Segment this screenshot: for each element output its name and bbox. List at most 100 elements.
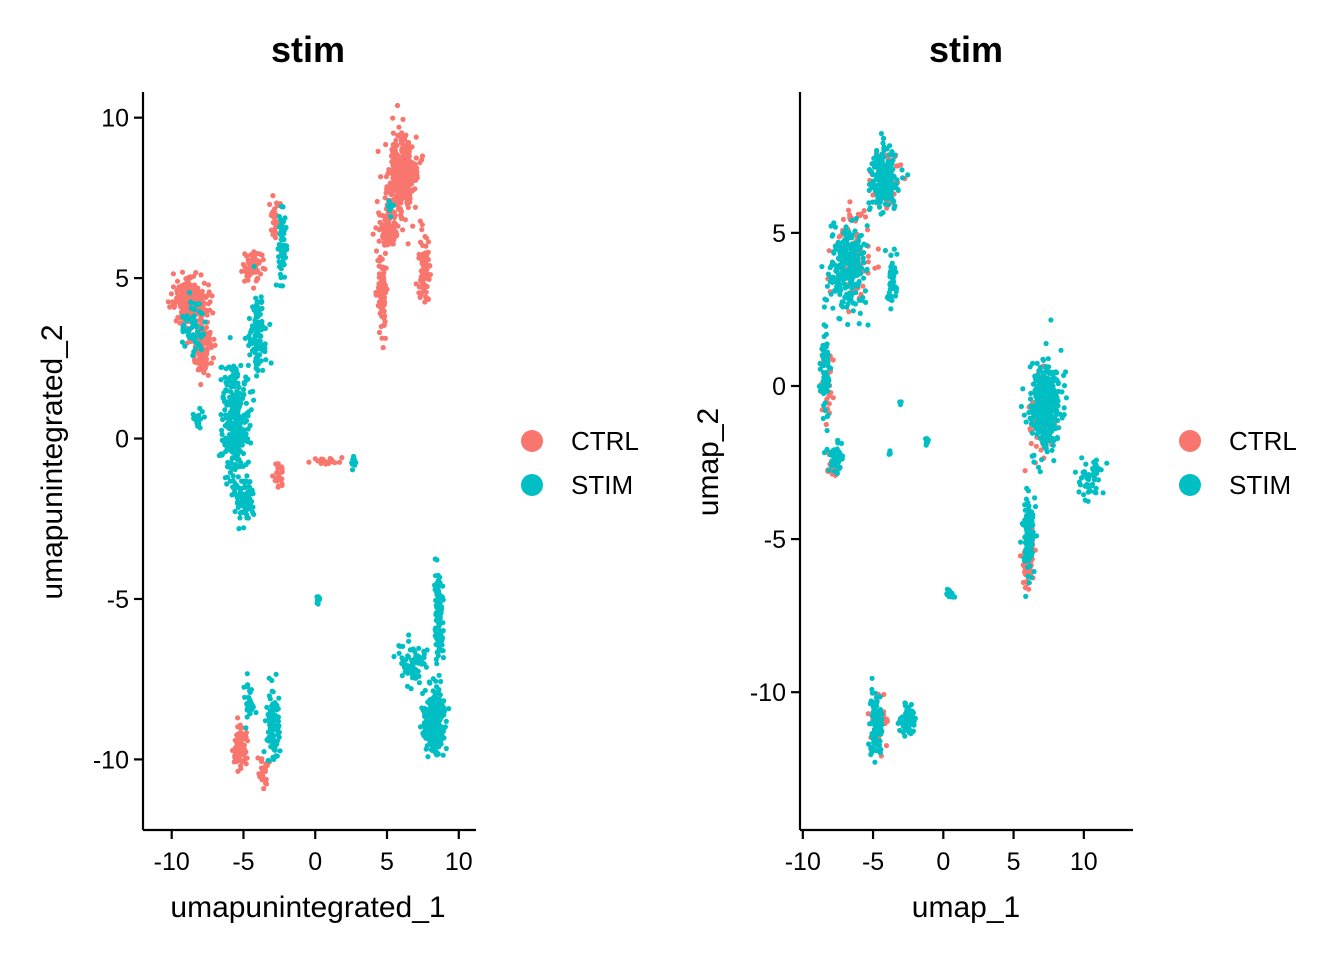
point — [392, 159, 398, 165]
y-tick-label: -5 — [107, 586, 129, 614]
point — [886, 152, 893, 158]
point — [235, 444, 241, 450]
point — [211, 336, 217, 342]
point — [865, 322, 871, 328]
point — [248, 440, 254, 446]
point — [173, 318, 179, 324]
point — [830, 395, 836, 401]
point — [270, 473, 276, 479]
point — [837, 252, 843, 258]
panel-1: -10 -5 0 5 10 -10 -5 0 5 10 stim umapunintegrated_1… — [36, 29, 639, 924]
point — [235, 452, 241, 458]
point — [1053, 411, 1059, 418]
point — [259, 305, 265, 312]
point — [874, 171, 880, 177]
point — [874, 192, 880, 198]
point — [1030, 381, 1036, 387]
scatter-points — [816, 130, 1110, 765]
point — [205, 372, 211, 378]
point — [223, 379, 229, 385]
point — [843, 241, 849, 247]
point — [389, 153, 395, 159]
x-tick-label: -10 — [785, 848, 821, 876]
point — [432, 721, 438, 727]
point — [416, 284, 422, 290]
point — [824, 413, 831, 419]
point — [219, 431, 225, 437]
point — [903, 727, 909, 733]
point — [1047, 437, 1053, 443]
point — [436, 642, 442, 649]
point — [1024, 485, 1030, 491]
point — [823, 331, 830, 337]
point — [198, 272, 204, 278]
point — [401, 664, 407, 670]
point — [244, 473, 250, 479]
point — [1037, 395, 1043, 401]
point — [201, 338, 207, 344]
point — [279, 467, 285, 473]
point — [398, 169, 404, 175]
point — [880, 140, 886, 146]
point — [895, 720, 901, 727]
point — [315, 458, 321, 464]
point — [438, 727, 444, 734]
point — [240, 450, 247, 457]
legend-key-stim — [521, 474, 543, 496]
point — [241, 419, 247, 425]
point — [861, 250, 867, 256]
point — [882, 201, 889, 207]
point — [242, 506, 248, 512]
point — [199, 325, 205, 332]
point — [1081, 469, 1088, 475]
point — [402, 217, 408, 223]
point — [824, 427, 830, 434]
point — [266, 675, 272, 681]
point — [831, 220, 837, 226]
point — [865, 259, 871, 265]
point — [315, 601, 321, 607]
point — [840, 276, 846, 282]
point — [1038, 413, 1044, 419]
point — [824, 373, 830, 379]
point — [244, 479, 250, 485]
point — [377, 258, 383, 264]
point — [1093, 490, 1099, 496]
point — [383, 174, 389, 180]
point — [434, 661, 440, 667]
point — [823, 344, 829, 350]
point — [185, 282, 191, 288]
point — [258, 271, 264, 277]
point — [246, 315, 252, 322]
point — [1040, 370, 1046, 376]
point — [1093, 485, 1099, 491]
point — [266, 734, 272, 741]
point — [226, 376, 232, 382]
point — [892, 293, 899, 299]
x-tick-label: 10 — [445, 848, 473, 876]
point — [428, 747, 434, 753]
point — [183, 328, 189, 334]
point — [406, 638, 412, 644]
point — [1021, 412, 1027, 418]
point — [856, 321, 862, 327]
point — [409, 144, 415, 150]
point — [440, 597, 446, 603]
point — [201, 370, 207, 376]
point — [409, 659, 416, 665]
point — [1026, 503, 1032, 509]
point — [188, 300, 194, 306]
point — [253, 339, 259, 345]
point — [401, 660, 407, 666]
point — [824, 283, 831, 289]
point — [884, 718, 891, 724]
point — [854, 259, 860, 265]
point — [197, 332, 203, 338]
point — [861, 208, 867, 214]
point — [1023, 419, 1029, 425]
point — [879, 716, 885, 722]
point — [276, 264, 283, 270]
point — [392, 171, 398, 177]
point — [247, 688, 253, 694]
point — [438, 610, 444, 616]
